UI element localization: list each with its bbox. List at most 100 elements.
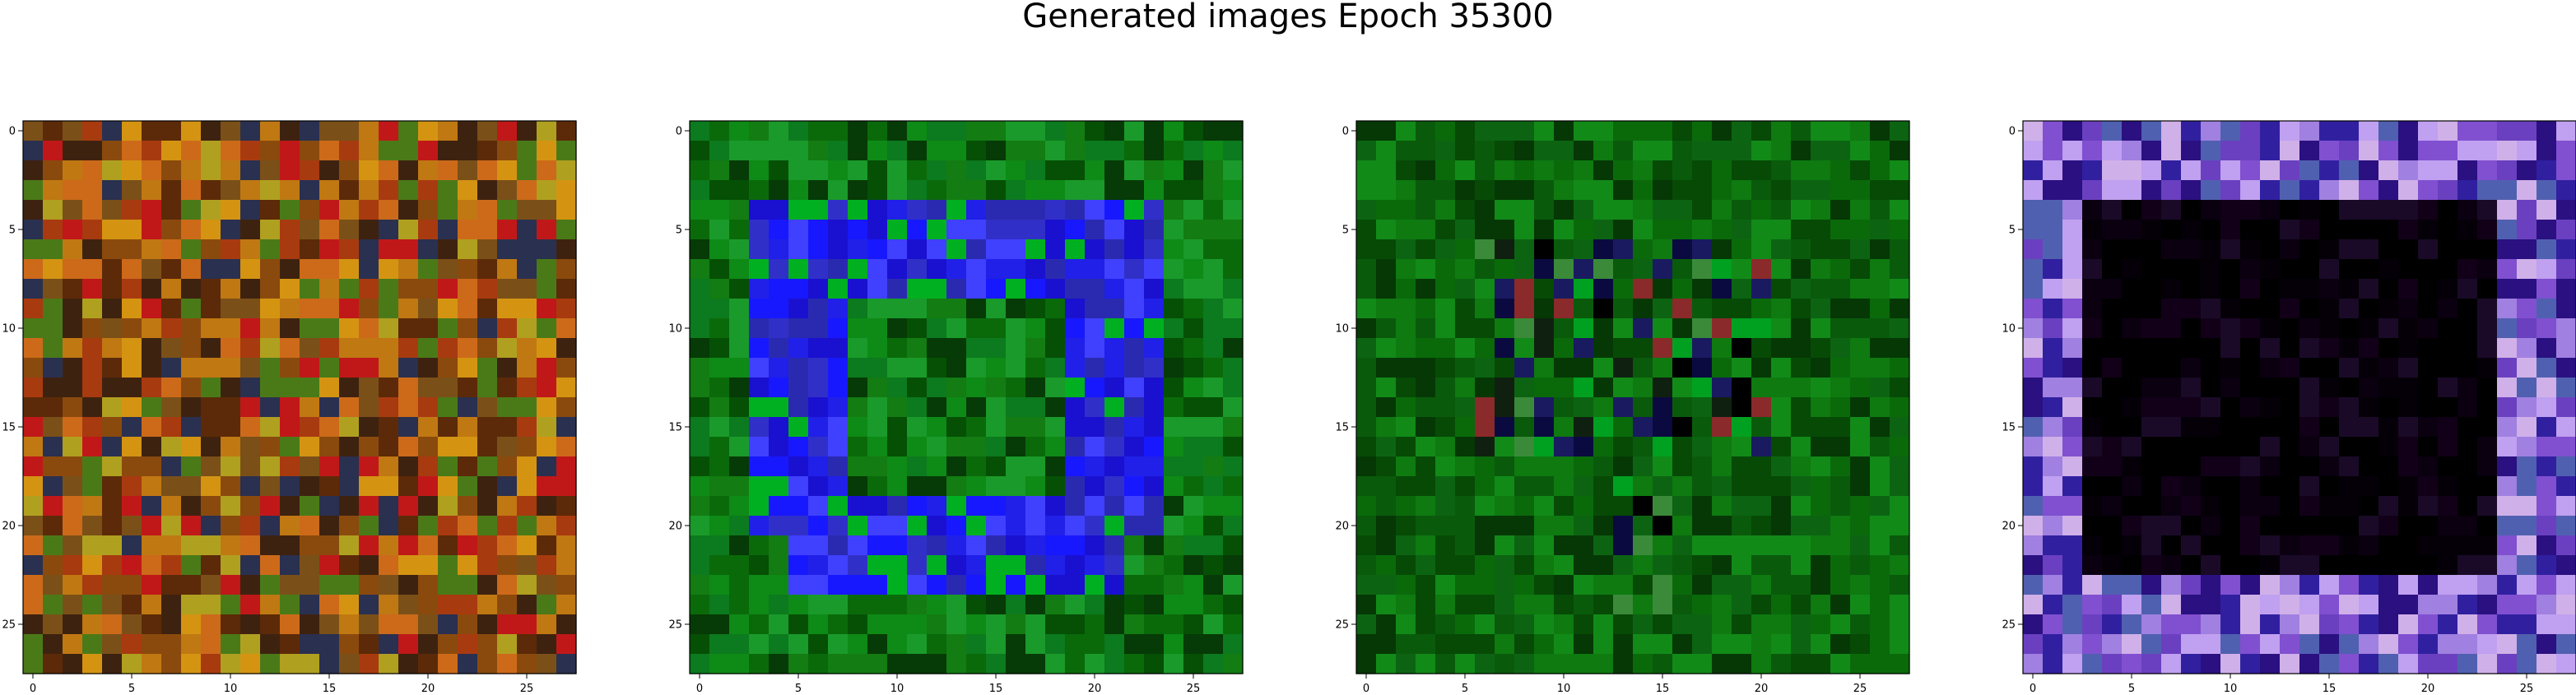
image-pixel: [986, 220, 1007, 240]
image-pixel: [1830, 575, 1851, 595]
image-pixel: [2359, 634, 2379, 655]
image-pixel: [1164, 535, 1184, 556]
image-pixel: [43, 279, 63, 299]
image-pixel: [398, 141, 419, 161]
image-pixel: [1751, 634, 1772, 655]
image-pixel: [142, 160, 162, 181]
image-pixel: [82, 338, 103, 359]
image-pixel: [201, 279, 221, 299]
image-pixel: [142, 575, 162, 595]
image-pixel: [729, 614, 750, 635]
image-pixel: [1613, 200, 1634, 220]
image-pixel: [848, 654, 868, 674]
image-pixel: [379, 575, 399, 595]
image-pixel: [2319, 496, 2340, 517]
image-pixel: [2043, 239, 2063, 260]
image-pixel: [1692, 516, 1713, 536]
image-pixel: [240, 180, 261, 201]
image-pixel: [1692, 634, 1713, 655]
image-pixel: [2457, 437, 2478, 457]
image-pixel: [1890, 476, 1910, 497]
image-pixel: [2517, 634, 2537, 655]
image-pixel: [2477, 456, 2498, 477]
image-pixel: [1475, 121, 1495, 141]
image-pixel: [2122, 397, 2142, 418]
image-pixel: [23, 516, 44, 536]
image-pixel: [1183, 417, 1204, 438]
image-pixel: [2299, 575, 2320, 595]
image-pixel: [537, 259, 557, 280]
image-pixel: [221, 437, 241, 457]
image-pixel: [2161, 160, 2182, 181]
image-pixel: [2043, 535, 2063, 556]
image-pixel: [556, 358, 577, 378]
image-pixel: [2102, 279, 2123, 299]
image-pixel: [2240, 634, 2261, 655]
image-pixel: [319, 121, 340, 141]
image-pixel: [2457, 378, 2478, 398]
image-pixel: [2457, 279, 2478, 299]
image-pixel: [729, 417, 750, 438]
image-pixel: [808, 555, 829, 576]
image-pixel: [1223, 239, 1244, 260]
image-pixel: [749, 141, 770, 161]
image-pixel: [2141, 595, 2162, 615]
image-pixel: [2141, 654, 2162, 674]
image-pixel: [2319, 437, 2340, 457]
image-pixel: [1890, 200, 1910, 220]
image-pixel: [1633, 456, 1653, 477]
image-pixel: [102, 397, 123, 418]
image-pixel: [2457, 575, 2478, 595]
image-pixel: [1124, 259, 1145, 280]
image-pixel: [1475, 555, 1495, 576]
image-pixel: [2062, 555, 2083, 576]
image-pixel: [2062, 654, 2083, 674]
image-pixel: [2339, 338, 2360, 359]
image-pixel: [1672, 121, 1693, 141]
x-tick-label: 5: [1462, 683, 1468, 695]
image-pixel: [63, 259, 83, 280]
image-pixel: [1890, 496, 1910, 517]
image-pixel: [709, 516, 730, 536]
image-pixel: [848, 378, 868, 398]
image-pixel: [1104, 259, 1125, 280]
image-pixel: [1164, 476, 1184, 497]
image-pixel: [260, 378, 281, 398]
image-pixel: [2398, 417, 2419, 438]
image-pixel: [359, 654, 379, 674]
image-pixel: [1006, 535, 1026, 556]
image-pixel: [102, 378, 123, 398]
image-pixel: [398, 634, 419, 655]
image-pixel: [1025, 575, 1046, 595]
image-pixel: [2062, 180, 2083, 201]
image-pixel: [1672, 654, 1693, 674]
image-pixel: [2023, 417, 2044, 438]
image-pixel: [161, 516, 182, 536]
image-pixel: [82, 614, 103, 635]
image-pixel: [1104, 595, 1125, 615]
image-pixel: [398, 318, 419, 339]
image-pixel: [2536, 338, 2557, 359]
image-pixel: [339, 516, 360, 536]
image-pixel: [43, 437, 63, 457]
image-pixel: [260, 121, 281, 141]
image-pixel: [2418, 141, 2439, 161]
image-pixel: [729, 575, 750, 595]
image-pixel: [477, 496, 498, 517]
image-pixel: [359, 200, 379, 220]
image-pixel: [2023, 220, 2044, 240]
image-pixel: [319, 496, 340, 517]
image-pixel: [1203, 200, 1224, 220]
image-pixel: [2102, 160, 2123, 181]
image-pixel: [1223, 279, 1244, 299]
image-pixel: [1732, 575, 1752, 595]
image-pixel: [240, 358, 261, 378]
image-pixel: [2062, 220, 2083, 240]
image-pixel: [398, 437, 419, 457]
image-pixel: [2497, 220, 2518, 240]
image-pixel: [690, 634, 710, 655]
image-pixel: [438, 614, 458, 635]
image-pixel: [927, 318, 947, 339]
image-pixel: [1065, 180, 1086, 201]
image-pixel: [23, 476, 44, 497]
